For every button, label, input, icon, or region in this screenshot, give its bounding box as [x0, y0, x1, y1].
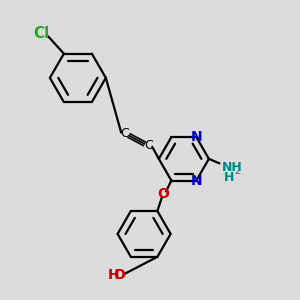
Text: 2: 2 — [235, 166, 241, 176]
Text: O: O — [157, 187, 169, 201]
Text: O: O — [114, 268, 126, 282]
Text: C: C — [121, 127, 129, 140]
Text: H: H — [107, 268, 119, 282]
Text: NH: NH — [222, 161, 243, 174]
Text: N: N — [190, 173, 202, 188]
Text: H: H — [224, 171, 234, 184]
Text: N: N — [190, 130, 202, 144]
Text: Cl: Cl — [33, 26, 49, 41]
Text: C: C — [144, 139, 153, 152]
